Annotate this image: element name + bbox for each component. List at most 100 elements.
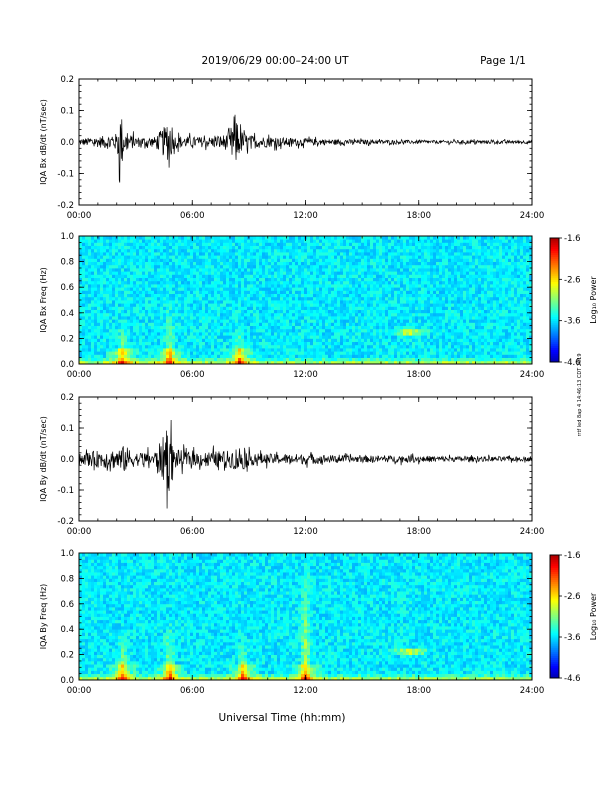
heat-cell (280, 239, 284, 243)
heat-cell (349, 261, 353, 266)
heat-cell (256, 300, 260, 304)
heat-cell (142, 277, 146, 282)
heat-cell (130, 274, 134, 278)
heat-cell (328, 252, 332, 256)
heat-cell (241, 290, 245, 294)
heat-cell (295, 312, 299, 317)
heat-cell (118, 293, 122, 298)
heat-cell (442, 312, 446, 317)
heat-cell (394, 277, 398, 282)
heat-cell (307, 242, 311, 246)
heat-cell (388, 245, 392, 250)
heat-cell (196, 319, 200, 323)
heat-cell (289, 284, 293, 288)
heat-cell (421, 284, 425, 288)
heat-cell (361, 354, 365, 358)
heat-cell (271, 296, 275, 301)
heat-cell (250, 274, 254, 278)
heat-cell (151, 319, 155, 323)
heat-cell (301, 258, 305, 262)
heat-cell (109, 300, 113, 304)
heat-cell (391, 248, 395, 253)
heat-cell (361, 287, 365, 291)
heat-cell (391, 360, 395, 365)
heat-cell (337, 354, 341, 358)
heat-cell (415, 325, 419, 330)
heat-cell (238, 309, 242, 314)
heat-cell (334, 252, 338, 256)
heat-cell (421, 316, 425, 320)
heat-cell (127, 348, 131, 352)
heat-cell (268, 312, 272, 317)
heat-cell (409, 245, 413, 250)
heat-cell (151, 287, 155, 291)
heat-cell (430, 277, 434, 282)
heat-cell (436, 335, 440, 339)
heat-cell (343, 303, 347, 307)
heat-cell (115, 271, 119, 275)
heat-cell (433, 360, 437, 365)
heat-cell (151, 335, 155, 339)
heat-cell (88, 242, 92, 246)
heat-cell (208, 255, 212, 259)
heat-cell (256, 325, 260, 330)
heat-cell (394, 300, 398, 304)
heat-cell (346, 338, 350, 342)
heat-cell (181, 312, 185, 317)
heat-cell (361, 325, 365, 330)
heat-cell (391, 258, 395, 262)
heat-cell (82, 348, 86, 352)
heat-cell (232, 360, 236, 365)
heat-cell (88, 306, 92, 310)
heat-cell (253, 242, 257, 246)
heat-cell (229, 277, 233, 282)
heat-cell (214, 335, 218, 339)
heat-cell (91, 280, 95, 285)
heat-cell (118, 252, 122, 256)
heat-cell (430, 242, 434, 246)
heat-cell (187, 296, 191, 301)
heat-cell (361, 255, 365, 259)
heat-cell (406, 277, 410, 282)
heat-cell (367, 248, 371, 253)
heat-cell (247, 341, 251, 346)
heat-cell (145, 360, 149, 365)
heat-cell (94, 287, 98, 291)
heat-cell (301, 312, 305, 317)
heat-cell (202, 271, 206, 275)
heat-cell (121, 360, 125, 365)
heat-cell (337, 338, 341, 342)
heat-cell (415, 309, 419, 314)
heat-cell (409, 335, 413, 339)
heat-cell (334, 360, 338, 365)
heat-cell (130, 325, 134, 330)
heat-cell (283, 284, 287, 288)
heat-cell (427, 268, 431, 272)
heat-cell (202, 268, 206, 272)
heat-cell (163, 271, 167, 275)
heat-cell (274, 280, 278, 285)
x-tick-label: 24:00 (520, 211, 545, 221)
heat-cell (340, 245, 344, 250)
heat-cell (358, 309, 362, 314)
heat-cell (175, 274, 179, 278)
heat-cell (238, 360, 242, 365)
heat-cell (103, 303, 107, 307)
heat-cell (133, 296, 137, 301)
heat-cell (235, 322, 239, 326)
heat-cell (85, 274, 89, 278)
heat-cell (217, 245, 221, 250)
heat-cell (379, 274, 383, 278)
heat-cell (331, 277, 335, 282)
heat-cell (226, 335, 230, 339)
heat-cell (127, 354, 131, 358)
heat-cell (133, 309, 137, 314)
heat-cell (421, 277, 425, 282)
heat-cell (268, 351, 272, 355)
heat-cell (205, 293, 209, 298)
heat-cell (253, 280, 257, 285)
heat-cell (286, 360, 290, 365)
heat-cell (301, 344, 305, 349)
heat-cell (202, 239, 206, 243)
heat-cell (238, 258, 242, 262)
